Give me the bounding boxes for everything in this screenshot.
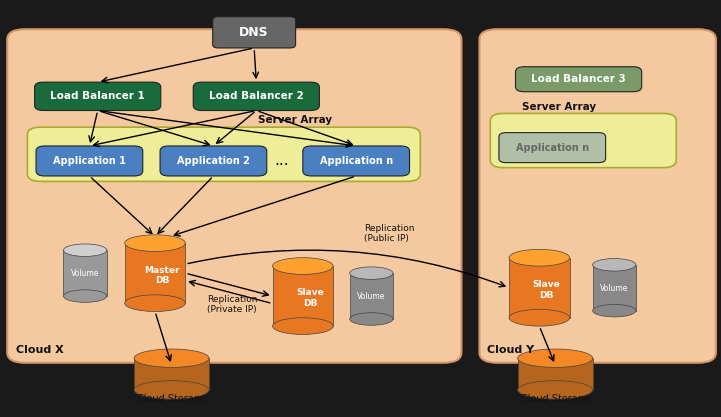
FancyBboxPatch shape [490, 113, 676, 168]
Text: Cloud Y: Cloud Y [487, 345, 534, 355]
Text: Load Balancer 3: Load Balancer 3 [531, 74, 626, 84]
Text: Master
DB: Master DB [144, 266, 180, 285]
Ellipse shape [63, 290, 107, 302]
Ellipse shape [350, 267, 393, 279]
Polygon shape [593, 265, 636, 311]
Ellipse shape [134, 349, 209, 367]
FancyBboxPatch shape [7, 29, 461, 363]
Text: Replication
(Public IP): Replication (Public IP) [364, 224, 415, 243]
Polygon shape [63, 250, 107, 296]
Text: Slave
DB: Slave DB [296, 289, 324, 308]
Ellipse shape [273, 258, 333, 274]
Text: Volume: Volume [357, 292, 386, 301]
Polygon shape [125, 243, 185, 303]
Polygon shape [509, 258, 570, 318]
Text: DNS: DNS [239, 26, 269, 39]
Text: Slave
DB: Slave DB [533, 280, 560, 299]
FancyBboxPatch shape [27, 127, 420, 181]
Text: Cloud Storage: Cloud Storage [521, 394, 590, 404]
Ellipse shape [509, 309, 570, 326]
Text: Replication
(Private IP): Replication (Private IP) [207, 295, 257, 314]
Ellipse shape [63, 244, 107, 256]
FancyBboxPatch shape [193, 82, 319, 111]
Ellipse shape [350, 313, 393, 325]
Text: Volume: Volume [71, 269, 99, 279]
Text: Application 2: Application 2 [177, 156, 250, 166]
Ellipse shape [593, 304, 636, 317]
FancyBboxPatch shape [160, 146, 267, 176]
Ellipse shape [125, 295, 185, 311]
Text: Load Balancer 2: Load Balancer 2 [209, 91, 304, 101]
FancyBboxPatch shape [479, 29, 716, 363]
Text: Cloud X: Cloud X [16, 345, 63, 355]
Text: Application 1: Application 1 [53, 156, 126, 166]
Text: Application n: Application n [319, 156, 393, 166]
FancyBboxPatch shape [499, 133, 606, 163]
Ellipse shape [134, 381, 209, 399]
Polygon shape [273, 266, 333, 326]
FancyBboxPatch shape [516, 67, 642, 92]
Ellipse shape [518, 381, 593, 399]
Ellipse shape [273, 318, 333, 334]
Text: Server Array: Server Array [522, 102, 596, 112]
Polygon shape [134, 358, 209, 390]
FancyBboxPatch shape [36, 146, 143, 176]
Text: ...: ... [274, 153, 288, 168]
Ellipse shape [518, 349, 593, 367]
Ellipse shape [509, 249, 570, 266]
Text: Load Balancer 1: Load Balancer 1 [50, 91, 145, 101]
FancyBboxPatch shape [213, 17, 296, 48]
Ellipse shape [125, 235, 185, 251]
Text: Cloud Storage: Cloud Storage [137, 394, 206, 404]
Text: Volume: Volume [600, 284, 629, 293]
Polygon shape [350, 273, 393, 319]
FancyBboxPatch shape [303, 146, 410, 176]
Text: Application n: Application n [516, 143, 589, 153]
FancyBboxPatch shape [35, 82, 161, 111]
Text: Server Array: Server Array [257, 115, 332, 125]
Polygon shape [518, 358, 593, 390]
Ellipse shape [593, 259, 636, 271]
